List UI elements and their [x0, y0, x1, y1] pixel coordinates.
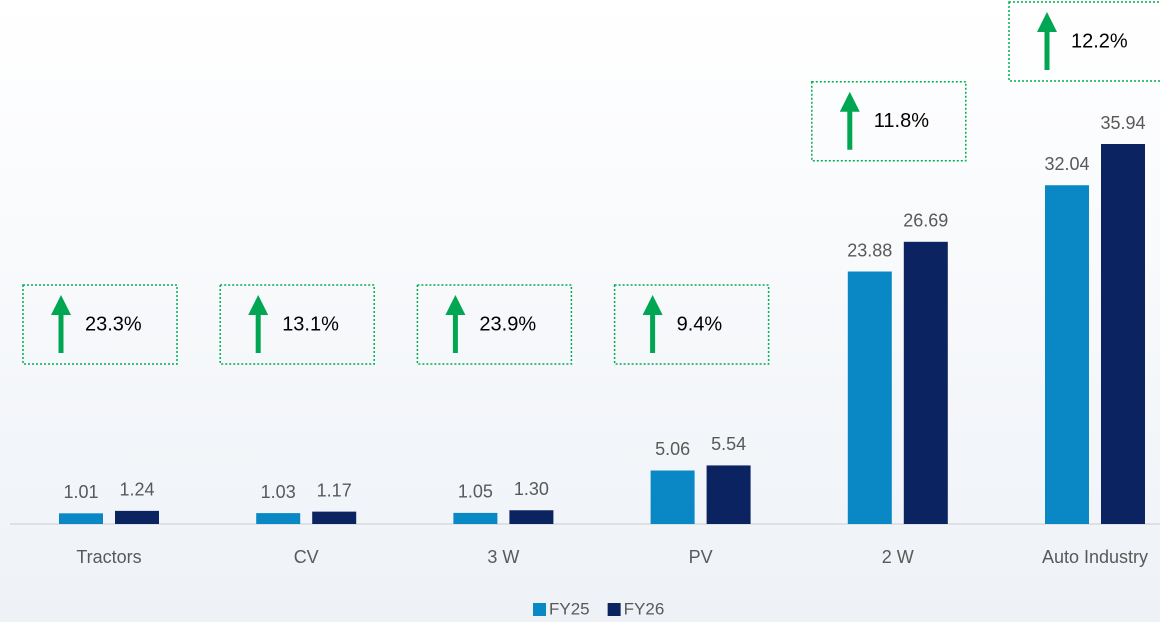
bar: [312, 511, 357, 524]
value-label: 1.24: [119, 480, 154, 500]
value-label: 1.17: [317, 480, 352, 500]
value-label: 1.30: [514, 479, 549, 499]
value-label: 1.05: [458, 482, 493, 502]
growth-box: [1008, 1, 1160, 82]
value-label: 35.94: [1100, 113, 1145, 133]
growth-label: 11.8%: [874, 110, 929, 132]
legend-label: FY26: [624, 599, 665, 618]
legend-swatch: [533, 603, 546, 616]
growth-box: [22, 284, 178, 365]
bar: [706, 465, 751, 524]
value-label: 1.03: [261, 482, 296, 502]
x-tick-label: 3 W: [487, 547, 519, 567]
value-label: 1.01: [63, 482, 98, 502]
growth-box: [219, 284, 375, 365]
growth-box: [811, 81, 967, 162]
x-tick-label: CV: [294, 547, 319, 567]
x-tick-label: 2 W: [882, 547, 914, 567]
x-tick-label: PV: [689, 547, 713, 567]
bar: [1101, 144, 1145, 524]
growth-label: 13.1%: [282, 313, 339, 335]
value-label: 26.69: [903, 211, 948, 231]
growth-box: [613, 284, 770, 365]
growth-label: 12.2%: [1071, 30, 1128, 52]
x-tick-label: Auto Industry: [1042, 547, 1148, 567]
growth-label: 23.3%: [85, 313, 142, 335]
bar: [453, 512, 498, 524]
value-label: 23.88: [847, 240, 892, 260]
bar: [59, 513, 103, 524]
bar: [903, 241, 948, 525]
growth-box: [416, 284, 573, 365]
bar: [115, 510, 159, 524]
legend-label: FY25: [549, 599, 590, 618]
bar: [509, 510, 554, 524]
bar: [847, 271, 892, 524]
bar: [1045, 185, 1089, 524]
growth-label: 9.4%: [677, 313, 723, 335]
value-label: 5.54: [711, 434, 746, 454]
value-label: 5.06: [655, 439, 690, 459]
legend-swatch: [607, 603, 621, 616]
value-label: 32.04: [1044, 154, 1089, 174]
growth-label: 23.9%: [479, 313, 536, 335]
bar: [650, 470, 695, 524]
bar: [256, 513, 301, 524]
x-tick-label: Tractors: [76, 547, 141, 567]
